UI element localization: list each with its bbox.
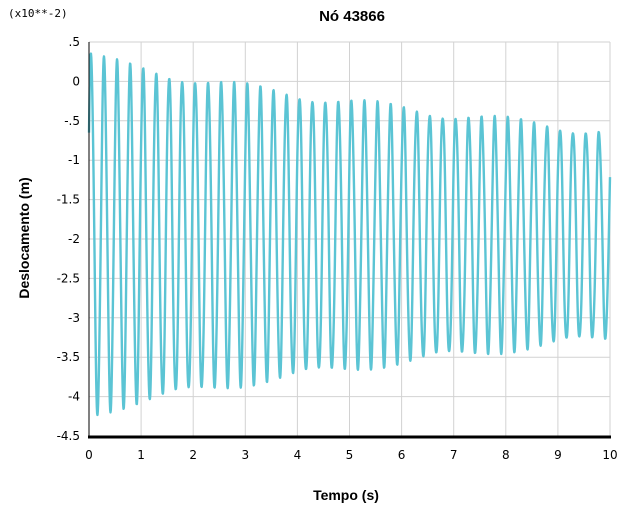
y-tick-label: -3 <box>68 311 80 325</box>
x-tick-label: 3 <box>241 448 249 462</box>
y-tick-label: -4 <box>68 390 80 404</box>
x-tick-label: 4 <box>294 448 302 462</box>
y-tick-label: -2 <box>68 232 80 246</box>
x-axis-title: Tempo (s) <box>313 487 379 503</box>
x-tick-label: 5 <box>346 448 354 462</box>
chart-title: Nó 43866 <box>319 8 385 25</box>
y-axis-title: Deslocamento (m) <box>16 177 32 298</box>
y-tick-label: -3.5 <box>57 350 80 364</box>
x-tick-label: 6 <box>398 448 406 462</box>
x-tick-label: 0 <box>85 448 93 462</box>
y-tick-label: .5 <box>69 35 80 49</box>
x-tick-label: 1 <box>137 448 145 462</box>
x-tick-label: 2 <box>189 448 197 462</box>
y-tick-label: -1.5 <box>57 193 80 207</box>
y-tick-label: 0 <box>72 74 80 88</box>
y-tick-label: -1 <box>68 153 80 167</box>
series-line <box>87 52 612 417</box>
x-tick-labels: 0 1 2 3 4 5 6 7 8 9 10 <box>85 448 617 462</box>
series-layer <box>87 52 612 417</box>
x-tick-label: 8 <box>502 448 510 462</box>
y-tick-label: -.5 <box>64 114 80 128</box>
y-scale-note: (x10**-2) <box>8 7 68 20</box>
x-tick-label: 7 <box>450 448 458 462</box>
x-tick-label: 10 <box>602 448 617 462</box>
y-tick-label: -2.5 <box>57 271 80 285</box>
axes <box>88 42 611 439</box>
x-tick-label: 9 <box>554 448 562 462</box>
y-tick-label: -4.5 <box>57 429 80 443</box>
y-tick-labels: .5 0 -.5 -1 -1.5 -2 -2.5 -3 -3.5 -4 -4.5 <box>57 35 80 443</box>
